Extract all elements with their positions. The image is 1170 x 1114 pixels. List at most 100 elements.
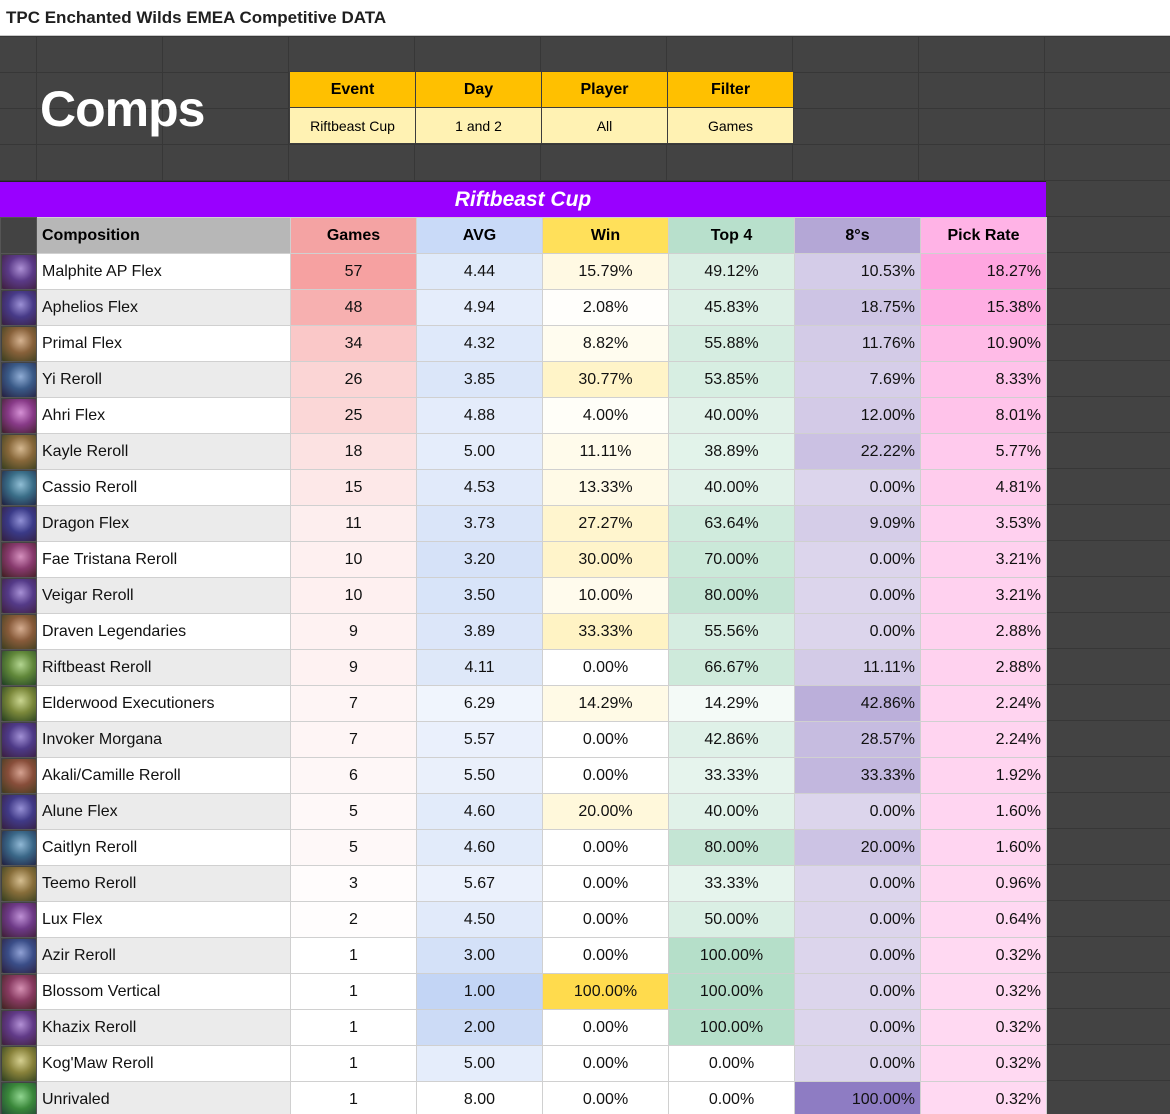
avg-value[interactable]: 5.00 bbox=[416, 433, 543, 470]
composition-name[interactable]: Yi Reroll bbox=[36, 361, 291, 398]
win-value[interactable]: 0.00% bbox=[542, 829, 669, 866]
win-value[interactable]: 4.00% bbox=[542, 397, 669, 434]
avg-value[interactable]: 8.00 bbox=[416, 1081, 543, 1114]
top4-value[interactable]: 49.12% bbox=[668, 253, 795, 290]
win-value[interactable]: 0.00% bbox=[542, 937, 669, 974]
eights-value[interactable]: 11.11% bbox=[794, 649, 921, 686]
composition-name[interactable]: Riftbeast Reroll bbox=[36, 649, 291, 686]
pick-rate-value[interactable]: 1.60% bbox=[920, 793, 1047, 830]
top4-value[interactable]: 40.00% bbox=[668, 469, 795, 506]
avg-value[interactable]: 4.32 bbox=[416, 325, 543, 362]
games-value[interactable]: 1 bbox=[290, 1045, 417, 1082]
top4-value[interactable]: 50.00% bbox=[668, 901, 795, 938]
table-row[interactable]: Blossom Vertical 1 1.00 100.00% 100.00% 0.00%… bbox=[0, 973, 1047, 1010]
games-value[interactable]: 57 bbox=[290, 253, 417, 290]
top4-value[interactable]: 66.67% bbox=[668, 649, 795, 686]
pick-rate-value[interactable]: 0.32% bbox=[920, 1009, 1047, 1046]
pick-rate-value[interactable]: 2.24% bbox=[920, 721, 1047, 758]
top4-value[interactable]: 53.85% bbox=[668, 361, 795, 398]
composition-name[interactable]: Kog'Maw Reroll bbox=[36, 1045, 291, 1082]
table-row[interactable]: Yi Reroll 26 3.85 30.77% 53.85% 7.69% 8.33% bbox=[0, 361, 1047, 398]
win-value[interactable]: 13.33% bbox=[542, 469, 669, 506]
table-row[interactable]: Invoker Morgana 7 5.57 0.00% 42.86% 28.57% 2.2… bbox=[0, 721, 1047, 758]
win-value[interactable]: 0.00% bbox=[542, 649, 669, 686]
table-row[interactable]: Dragon Flex 11 3.73 27.27% 63.64% 9.09% 3.53% bbox=[0, 505, 1047, 542]
table-row[interactable]: Khazix Reroll 1 2.00 0.00% 100.00% 0.00% 0.32% bbox=[0, 1009, 1047, 1046]
avg-value[interactable]: 3.00 bbox=[416, 937, 543, 974]
eights-value[interactable]: 0.00% bbox=[794, 973, 921, 1010]
top4-value[interactable]: 40.00% bbox=[668, 793, 795, 830]
eights-value[interactable]: 0.00% bbox=[794, 1009, 921, 1046]
win-value[interactable]: 0.00% bbox=[542, 1081, 669, 1114]
table-row[interactable]: Fae Tristana Reroll 10 3.20 30.00% 70.00% 0.0… bbox=[0, 541, 1047, 578]
pick-rate-value[interactable]: 0.32% bbox=[920, 973, 1047, 1010]
games-value[interactable]: 1 bbox=[290, 937, 417, 974]
pick-rate-value[interactable]: 0.64% bbox=[920, 901, 1047, 938]
composition-name[interactable]: Invoker Morgana bbox=[36, 721, 291, 758]
filter-event-dropdown[interactable]: Riftbeast Cup bbox=[289, 107, 416, 144]
avg-value[interactable]: 4.94 bbox=[416, 289, 543, 326]
composition-name[interactable]: Caitlyn Reroll bbox=[36, 829, 291, 866]
composition-name[interactable]: Azir Reroll bbox=[36, 937, 291, 974]
pick-rate-value[interactable]: 0.32% bbox=[920, 1045, 1047, 1082]
pick-rate-value[interactable]: 3.53% bbox=[920, 505, 1047, 542]
games-value[interactable]: 6 bbox=[290, 757, 417, 794]
eights-value[interactable]: 42.86% bbox=[794, 685, 921, 722]
top4-value[interactable]: 100.00% bbox=[668, 937, 795, 974]
win-value[interactable]: 30.77% bbox=[542, 361, 669, 398]
eights-value[interactable]: 22.22% bbox=[794, 433, 921, 470]
top4-value[interactable]: 100.00% bbox=[668, 973, 795, 1010]
eights-value[interactable]: 9.09% bbox=[794, 505, 921, 542]
top4-value[interactable]: 55.56% bbox=[668, 613, 795, 650]
games-value[interactable]: 1 bbox=[290, 973, 417, 1010]
win-value[interactable]: 0.00% bbox=[542, 1045, 669, 1082]
top4-value[interactable]: 38.89% bbox=[668, 433, 795, 470]
pick-rate-value[interactable]: 5.77% bbox=[920, 433, 1047, 470]
composition-name[interactable]: Malphite AP Flex bbox=[36, 253, 291, 290]
eights-value[interactable]: 11.76% bbox=[794, 325, 921, 362]
games-value[interactable]: 34 bbox=[290, 325, 417, 362]
composition-name[interactable]: Teemo Reroll bbox=[36, 865, 291, 902]
games-value[interactable]: 5 bbox=[290, 829, 417, 866]
table-row[interactable]: Teemo Reroll 3 5.67 0.00% 33.33% 0.00% 0.96% bbox=[0, 865, 1047, 902]
games-value[interactable]: 7 bbox=[290, 685, 417, 722]
composition-name[interactable]: Elderwood Executioners bbox=[36, 685, 291, 722]
games-value[interactable]: 10 bbox=[290, 541, 417, 578]
avg-value[interactable]: 3.85 bbox=[416, 361, 543, 398]
col-header-pick-rate[interactable]: Pick Rate bbox=[920, 217, 1047, 254]
eights-value[interactable]: 20.00% bbox=[794, 829, 921, 866]
avg-value[interactable]: 5.50 bbox=[416, 757, 543, 794]
avg-value[interactable]: 3.89 bbox=[416, 613, 543, 650]
avg-value[interactable]: 3.73 bbox=[416, 505, 543, 542]
games-value[interactable]: 9 bbox=[290, 613, 417, 650]
games-value[interactable]: 11 bbox=[290, 505, 417, 542]
win-value[interactable]: 30.00% bbox=[542, 541, 669, 578]
pick-rate-value[interactable]: 1.60% bbox=[920, 829, 1047, 866]
composition-name[interactable]: Kayle Reroll bbox=[36, 433, 291, 470]
win-value[interactable]: 100.00% bbox=[542, 973, 669, 1010]
top4-value[interactable]: 0.00% bbox=[668, 1081, 795, 1114]
table-row[interactable]: Primal Flex 34 4.32 8.82% 55.88% 11.76% 10.90% bbox=[0, 325, 1047, 362]
composition-name[interactable]: Primal Flex bbox=[36, 325, 291, 362]
composition-name[interactable]: Veigar Reroll bbox=[36, 577, 291, 614]
eights-value[interactable]: 0.00% bbox=[794, 577, 921, 614]
table-row[interactable]: Ahri Flex 25 4.88 4.00% 40.00% 12.00% 8.01% bbox=[0, 397, 1047, 434]
table-row[interactable]: Aphelios Flex 48 4.94 2.08% 45.83% 18.75% 15.3… bbox=[0, 289, 1047, 326]
col-header-games[interactable]: Games bbox=[290, 217, 417, 254]
composition-name[interactable]: Blossom Vertical bbox=[36, 973, 291, 1010]
games-value[interactable]: 26 bbox=[290, 361, 417, 398]
filter-filter-dropdown[interactable]: Games bbox=[667, 107, 794, 144]
col-header-avg[interactable]: AVG bbox=[416, 217, 543, 254]
top4-value[interactable]: 33.33% bbox=[668, 757, 795, 794]
pick-rate-value[interactable]: 3.21% bbox=[920, 577, 1047, 614]
avg-value[interactable]: 4.11 bbox=[416, 649, 543, 686]
filter-player-dropdown[interactable]: All bbox=[541, 107, 668, 144]
pick-rate-value[interactable]: 18.27% bbox=[920, 253, 1047, 290]
eights-value[interactable]: 33.33% bbox=[794, 757, 921, 794]
composition-name[interactable]: Akali/Camille Reroll bbox=[36, 757, 291, 794]
table-row[interactable]: Kog'Maw Reroll 1 5.00 0.00% 0.00% 0.00% 0.32% bbox=[0, 1045, 1047, 1082]
composition-name[interactable]: Alune Flex bbox=[36, 793, 291, 830]
games-value[interactable]: 9 bbox=[290, 649, 417, 686]
games-value[interactable]: 15 bbox=[290, 469, 417, 506]
filter-day-dropdown[interactable]: 1 and 2 bbox=[415, 107, 542, 144]
